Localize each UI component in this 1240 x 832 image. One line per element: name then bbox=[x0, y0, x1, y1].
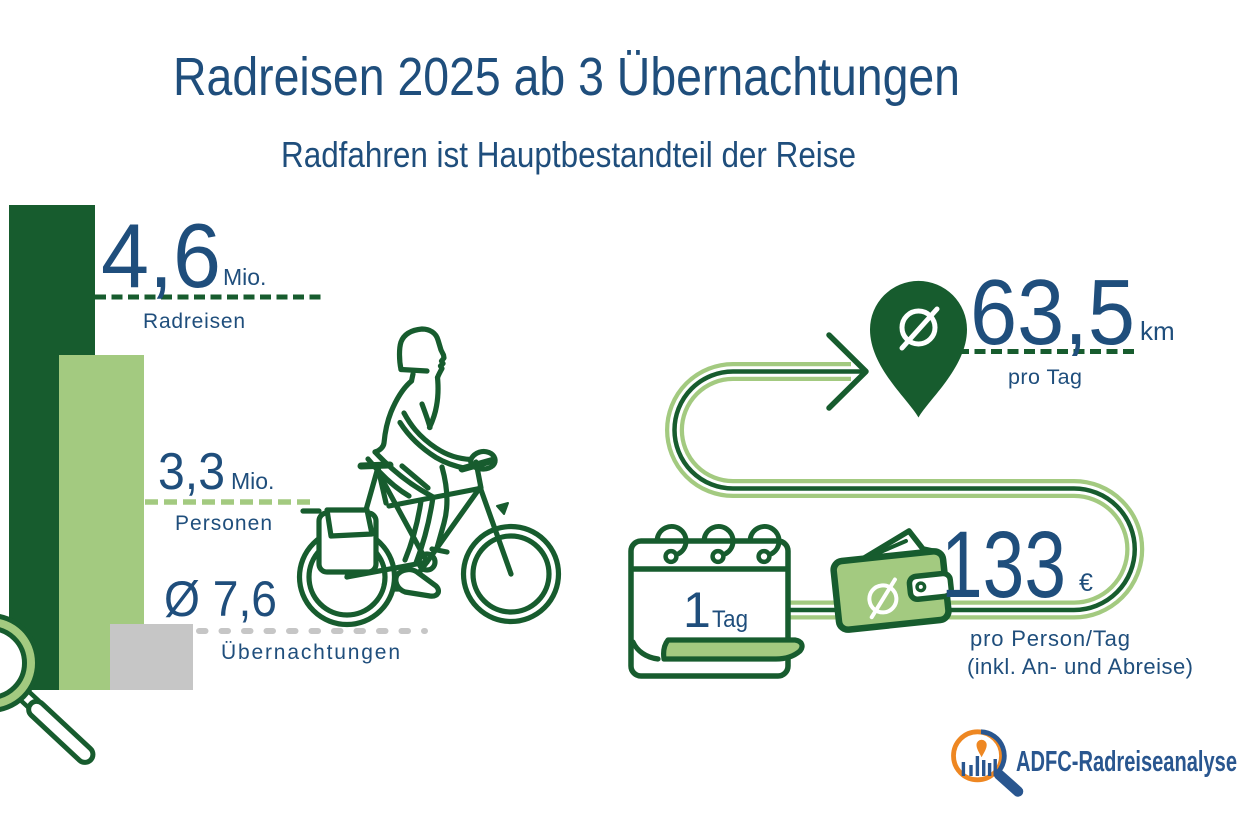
svg-text:Übernachtungen: Übernachtungen bbox=[221, 641, 400, 664]
svg-text:pro Person/Tag: pro Person/Tag bbox=[970, 626, 1130, 651]
svg-text:Radfahren ist Hauptbestandteil: Radfahren ist Hauptbestandteil der Reise bbox=[281, 134, 856, 175]
svg-text:Personen: Personen bbox=[175, 512, 272, 535]
svg-text:Ø 7,6: Ø 7,6 bbox=[164, 571, 277, 627]
svg-text:Tag: Tag bbox=[712, 606, 748, 633]
svg-text:Mio.: Mio. bbox=[223, 264, 266, 290]
svg-text:(inkl. An- und Abreise): (inkl. An- und Abreise) bbox=[967, 654, 1193, 679]
svg-text:Mio.: Mio. bbox=[231, 468, 274, 494]
svg-text:Radreisen 2025 ab 3 Übernachtu: Radreisen 2025 ab 3 Übernachtungen bbox=[173, 48, 960, 107]
svg-text:3,3: 3,3 bbox=[158, 443, 225, 501]
svg-text:1: 1 bbox=[683, 582, 711, 638]
svg-text:133: 133 bbox=[941, 512, 1066, 618]
svg-text:€: € bbox=[1079, 569, 1093, 597]
svg-text:Radreisen: Radreisen bbox=[143, 310, 245, 333]
svg-text:pro Tag: pro Tag bbox=[1008, 365, 1082, 389]
svg-text:km: km bbox=[1140, 316, 1175, 346]
svg-text:4,6: 4,6 bbox=[101, 206, 221, 307]
svg-text:63,5: 63,5 bbox=[970, 260, 1135, 364]
svg-text:ADFC-Radreiseanalyse: ADFC-Radreiseanalyse bbox=[1016, 746, 1237, 778]
